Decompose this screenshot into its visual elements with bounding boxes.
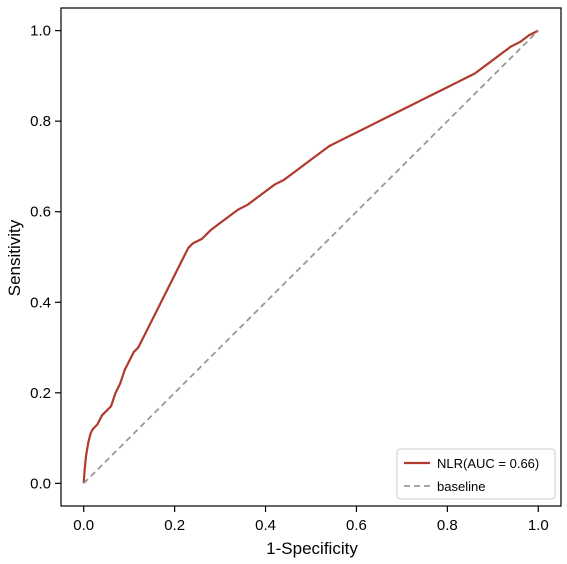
series-layer bbox=[82, 29, 539, 484]
legend: NLR(AUC = 0.66) baseline bbox=[396, 448, 556, 500]
y-tick-label: 0.0 bbox=[30, 475, 51, 492]
y-tick-label: 1.0 bbox=[30, 23, 51, 40]
x-tick-label: 0.2 bbox=[164, 517, 185, 534]
x-tick-label: 1.0 bbox=[528, 517, 549, 534]
y-axis-label: Sensitivity bbox=[5, 219, 24, 296]
y-tick-label: 0.8 bbox=[30, 113, 51, 130]
x-tick-label: 0.6 bbox=[346, 517, 367, 534]
legend-label: baseline bbox=[437, 479, 485, 494]
x-tick-label: 0.4 bbox=[255, 517, 276, 534]
y-tick-label: 0.2 bbox=[30, 385, 51, 402]
x-tick-label: 0.0 bbox=[73, 517, 94, 534]
plot-frame bbox=[60, 7, 562, 507]
y-tick-label: 0.6 bbox=[30, 204, 51, 221]
baseline-line bbox=[83, 30, 539, 484]
legend-label: NLR(AUC = 0.66) bbox=[437, 456, 539, 471]
axes: 0.0 0.2 0.4 0.6 0.8 1.0 0.0 0.2 0.4 0.6 0.8 1.0 bbox=[30, 7, 562, 534]
x-tick-label: 0.8 bbox=[437, 517, 458, 534]
legend-box bbox=[396, 448, 556, 500]
y-tick-label: 0.4 bbox=[30, 294, 51, 311]
roc-curve bbox=[82, 29, 539, 484]
x-axis-label: 1-Specificity bbox=[266, 539, 358, 558]
